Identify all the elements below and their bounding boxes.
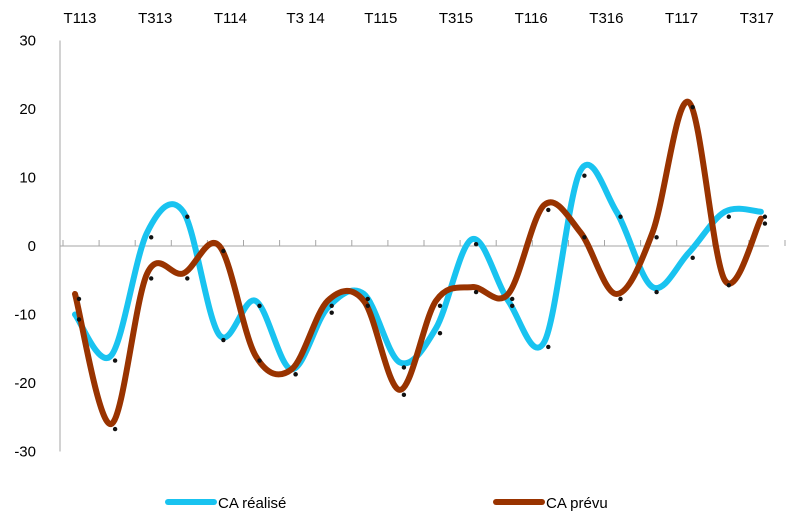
data-point [185, 276, 189, 280]
y-tick-label: 20 [19, 101, 36, 118]
legend-label: CA prévu [546, 495, 608, 512]
y-tick-label: 10 [19, 170, 36, 187]
data-point [257, 304, 261, 308]
data-point [474, 242, 478, 246]
series-lines [75, 102, 761, 424]
data-point [618, 297, 622, 301]
data-point [618, 215, 622, 219]
data-point [185, 215, 189, 219]
data-point [402, 365, 406, 369]
legend-label: CA réalisé [218, 495, 286, 512]
data-point [402, 393, 406, 397]
data-point [149, 276, 153, 280]
data-point [510, 297, 514, 301]
legend: CA réalisé CA prévu [168, 495, 608, 512]
x-tick-label: T316 [589, 10, 623, 27]
data-point [293, 372, 297, 376]
data-point [366, 304, 370, 308]
data-point [257, 358, 261, 362]
data-point [582, 235, 586, 239]
data-point [727, 283, 731, 287]
data-point [330, 304, 334, 308]
y-axis: 30 20 10 0 -10 -20 -30 [14, 33, 60, 461]
data-point [149, 235, 153, 239]
data-point [691, 105, 695, 109]
series-line-1 [75, 102, 761, 424]
y-tick-label: 0 [28, 238, 36, 255]
data-point [546, 208, 550, 212]
data-point [330, 310, 334, 314]
data-point [221, 338, 225, 342]
x-tick-label: T317 [740, 10, 774, 27]
data-point [438, 331, 442, 335]
data-point [727, 215, 731, 219]
data-point [763, 221, 767, 225]
y-tick-label: -30 [14, 444, 36, 461]
x-tick-label: T116 [515, 10, 548, 27]
data-point [366, 297, 370, 301]
y-tick-label: 30 [19, 33, 36, 50]
y-tick-label: -20 [14, 375, 36, 392]
data-point [113, 358, 117, 362]
data-point [510, 304, 514, 308]
x-tick-label: T315 [439, 10, 473, 27]
y-tick-label: -10 [14, 307, 36, 324]
data-point [691, 256, 695, 260]
x-tick-label: T114 [214, 10, 247, 27]
x-tick-label: T3 14 [286, 10, 324, 27]
data-point [763, 215, 767, 219]
data-point [654, 290, 658, 294]
x-tick-label: T313 [138, 10, 172, 27]
data-point [474, 290, 478, 294]
data-point [546, 345, 550, 349]
data-point [654, 235, 658, 239]
data-point [113, 427, 117, 431]
x-tick-label: T117 [665, 10, 698, 27]
x-tick-label: T113 [63, 10, 96, 27]
series-line-0 [75, 165, 761, 370]
data-point [221, 249, 225, 253]
data-point [582, 173, 586, 177]
data-point [77, 317, 81, 321]
data-point [77, 297, 81, 301]
x-tick-label: T115 [364, 10, 397, 27]
data-point [438, 304, 442, 308]
data-points [77, 105, 767, 431]
